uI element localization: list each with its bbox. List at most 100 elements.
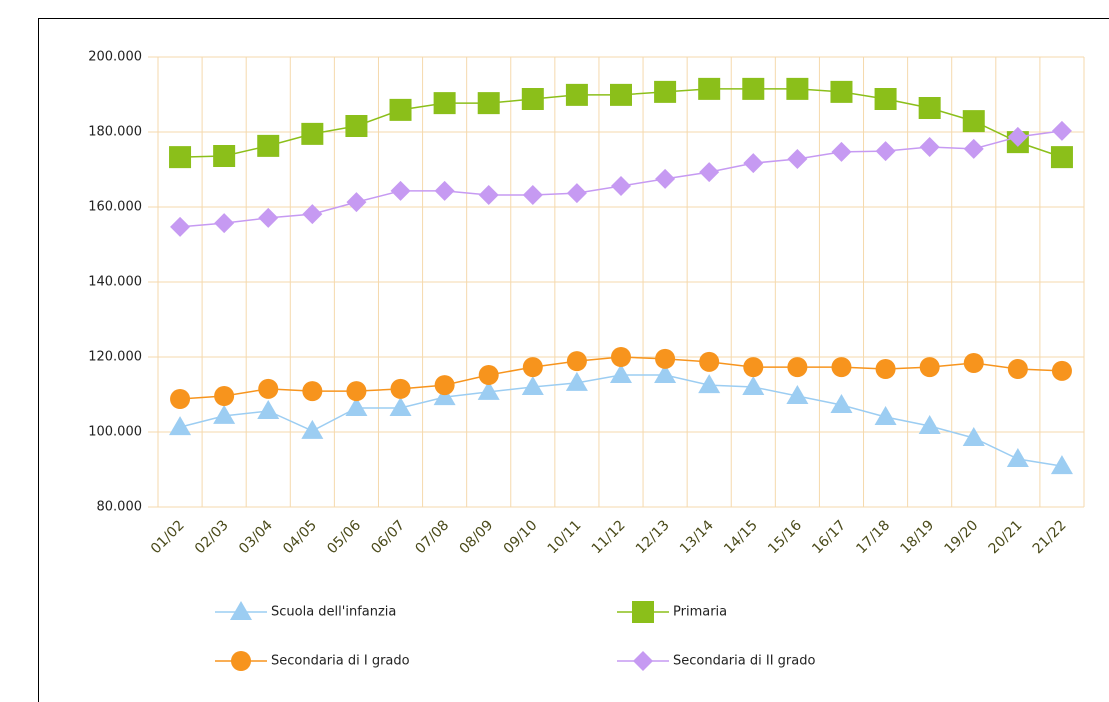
- marker: [566, 183, 587, 204]
- y-tick-label: 80.000: [97, 500, 143, 515]
- marker: [258, 207, 279, 228]
- marker: [346, 381, 367, 402]
- y-tick-label: 100.000: [88, 425, 142, 440]
- marker: [655, 168, 676, 189]
- marker: [611, 176, 631, 196]
- marker: [787, 149, 808, 169]
- legend-label: Secondaria di I grado: [271, 654, 410, 669]
- marker: [169, 416, 192, 436]
- marker: [257, 134, 280, 157]
- legend-marker: [632, 601, 654, 623]
- marker: [654, 80, 677, 103]
- marker: [433, 92, 456, 115]
- marker: [787, 357, 808, 378]
- marker: [742, 376, 765, 395]
- marker: [963, 138, 984, 159]
- legend-marker: [231, 651, 251, 671]
- marker: [786, 77, 809, 100]
- marker: [478, 365, 499, 385]
- y-tick-label: 140.000: [88, 275, 142, 290]
- marker: [478, 185, 499, 205]
- marker: [918, 97, 941, 119]
- marker: [874, 88, 897, 110]
- marker: [522, 185, 543, 205]
- marker: [1006, 448, 1029, 467]
- marker: [1051, 120, 1072, 141]
- marker: [566, 351, 587, 372]
- marker: [1050, 455, 1073, 475]
- marker: [258, 378, 279, 399]
- marker: [875, 359, 896, 379]
- marker: [918, 415, 941, 434]
- y-tick-label: 200.000: [88, 50, 142, 65]
- marker: [213, 404, 236, 424]
- marker: [610, 83, 632, 106]
- marker: [919, 357, 940, 378]
- y-tick-label: 120.000: [88, 350, 142, 365]
- marker: [434, 375, 455, 396]
- marker: [962, 110, 985, 133]
- marker: [477, 92, 500, 115]
- marker: [521, 88, 544, 110]
- marker: [433, 386, 456, 406]
- marker: [699, 351, 720, 372]
- marker: [698, 77, 721, 100]
- marker: [345, 397, 368, 416]
- marker: [213, 145, 236, 167]
- marker: [170, 216, 191, 237]
- marker: [610, 364, 632, 383]
- y-tick-label: 180.000: [88, 125, 142, 140]
- legend-label: Scuola dell'infanzia: [271, 605, 396, 620]
- marker: [1050, 146, 1073, 169]
- marker: [874, 406, 897, 425]
- legend-label: Primaria: [673, 605, 727, 620]
- marker: [214, 386, 235, 406]
- legend-marker: [633, 651, 653, 671]
- marker: [390, 378, 411, 399]
- legend-label: Secondaria di II grado: [673, 654, 815, 669]
- marker: [786, 385, 809, 404]
- marker: [346, 192, 367, 213]
- marker: [830, 394, 853, 413]
- y-tick-label: 160.000: [88, 200, 142, 215]
- marker: [1007, 126, 1028, 147]
- legend-marker: [230, 601, 252, 620]
- marker: [743, 357, 764, 378]
- marker: [565, 371, 588, 391]
- marker: [389, 98, 412, 121]
- marker: [743, 153, 764, 174]
- marker: [521, 376, 544, 395]
- marker: [830, 80, 853, 103]
- marker: [301, 122, 324, 145]
- marker: [611, 347, 631, 367]
- marker: [389, 397, 412, 416]
- marker: [565, 83, 588, 106]
- marker: [698, 374, 721, 394]
- marker: [962, 427, 985, 446]
- marker: [301, 419, 324, 439]
- marker: [919, 137, 940, 157]
- marker: [302, 204, 323, 225]
- marker: [875, 141, 896, 162]
- marker: [1007, 359, 1028, 379]
- marker: [390, 180, 411, 201]
- marker: [257, 400, 280, 419]
- marker: [699, 162, 720, 183]
- marker: [655, 348, 676, 369]
- marker: [302, 381, 323, 402]
- marker: [214, 213, 235, 234]
- marker: [477, 380, 500, 400]
- marker: [169, 146, 192, 169]
- marker: [1051, 360, 1072, 381]
- marker: [831, 141, 852, 162]
- marker: [170, 389, 191, 409]
- marker: [963, 353, 984, 373]
- marker: [742, 77, 765, 100]
- marker: [522, 357, 543, 378]
- marker: [654, 364, 677, 383]
- marker: [345, 115, 368, 137]
- marker: [831, 357, 852, 378]
- marker: [434, 180, 455, 201]
